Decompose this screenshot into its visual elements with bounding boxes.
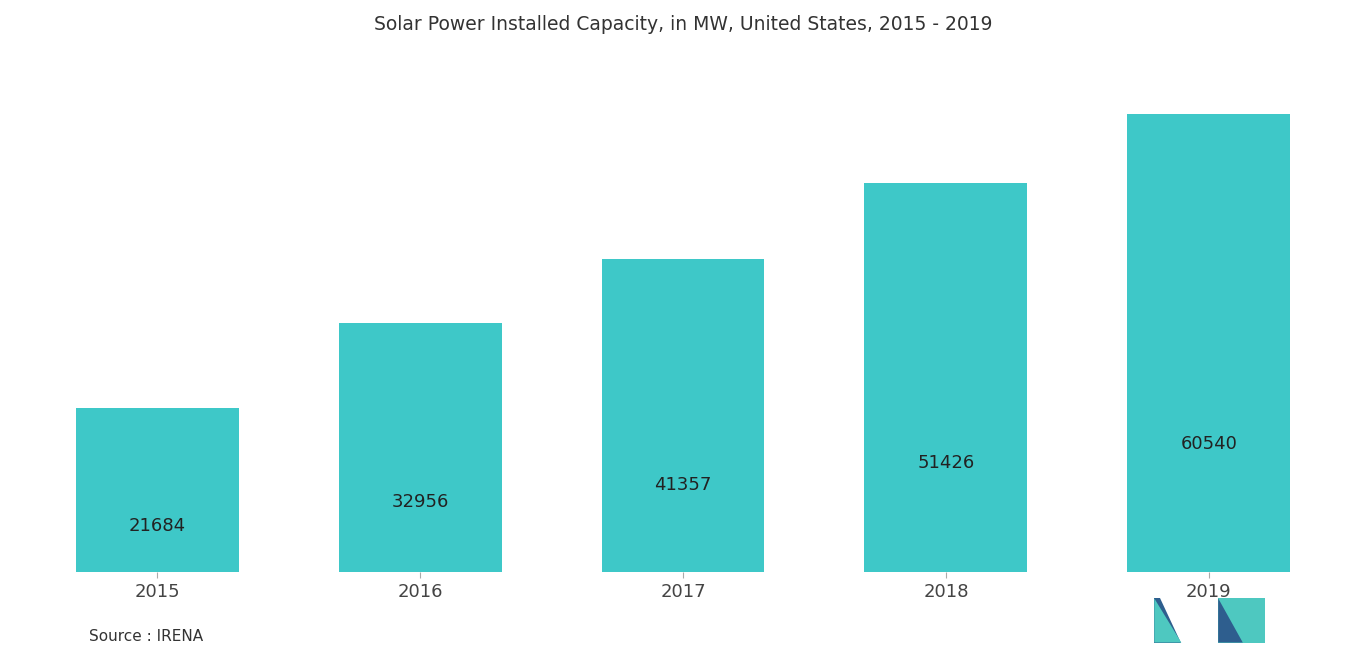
Text: 60540: 60540 [1180,435,1238,453]
Text: 21684: 21684 [128,517,186,535]
Text: 51426: 51426 [917,455,974,472]
Polygon shape [1160,599,1201,643]
Text: 32956: 32956 [392,493,449,512]
Title: Solar Power Installed Capacity, in MW, United States, 2015 - 2019: Solar Power Installed Capacity, in MW, U… [374,15,992,34]
Polygon shape [1218,599,1243,643]
Text: Source : IRENA: Source : IRENA [89,629,204,644]
Text: 41357: 41357 [654,476,712,494]
Bar [339,323,501,572]
Polygon shape [1154,599,1182,643]
Bar [601,259,765,572]
Bar [1127,114,1291,572]
Bar [865,183,1027,572]
Polygon shape [1218,599,1265,643]
Polygon shape [1154,599,1201,643]
Bar [75,408,239,572]
